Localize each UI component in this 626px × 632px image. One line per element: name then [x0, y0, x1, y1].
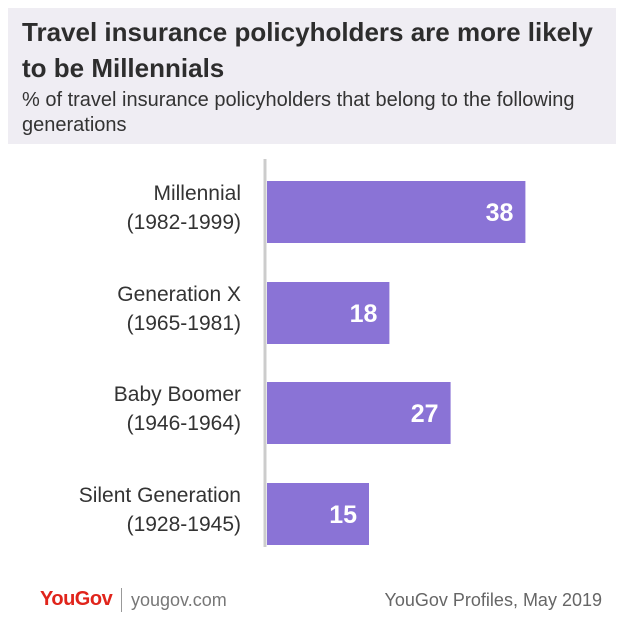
category-years-label: (1946-1964) — [127, 412, 241, 435]
category-label: Generation X — [117, 283, 241, 306]
category-years-label: (1982-1999) — [127, 211, 241, 234]
bar-value-label: 18 — [350, 300, 378, 328]
bar — [267, 483, 369, 545]
bar-value-label: 38 — [486, 199, 514, 227]
bar — [267, 382, 451, 444]
chart-header: Travel insurance policyholders are more … — [8, 8, 616, 144]
category-label: Millennial — [153, 182, 241, 205]
category-years-label: (1965-1981) — [127, 312, 241, 335]
bar — [267, 181, 526, 243]
bar — [267, 282, 390, 344]
bar-chart: 38 Millennial (1982-1999) 18 Generation X (19… — [79, 159, 526, 547]
footer-source: YouGov Profiles, May 2019 — [384, 590, 602, 610]
yougov-logo: YouGov — [40, 588, 113, 610]
chart-title: Travel insurance policyholders are more … — [22, 17, 593, 83]
bar-value-label: 15 — [329, 501, 357, 529]
footer-divider — [121, 588, 122, 612]
chart-subtitle: % of travel insurance policyholders that… — [22, 89, 575, 136]
category-label: Baby Boomer — [114, 383, 241, 406]
bar-value-label: 27 — [411, 400, 439, 428]
category-label: Silent Generation — [79, 484, 241, 507]
category-years-label: (1928-1945) — [127, 513, 241, 536]
footer-site-link[interactable]: yougov.com — [131, 590, 227, 610]
